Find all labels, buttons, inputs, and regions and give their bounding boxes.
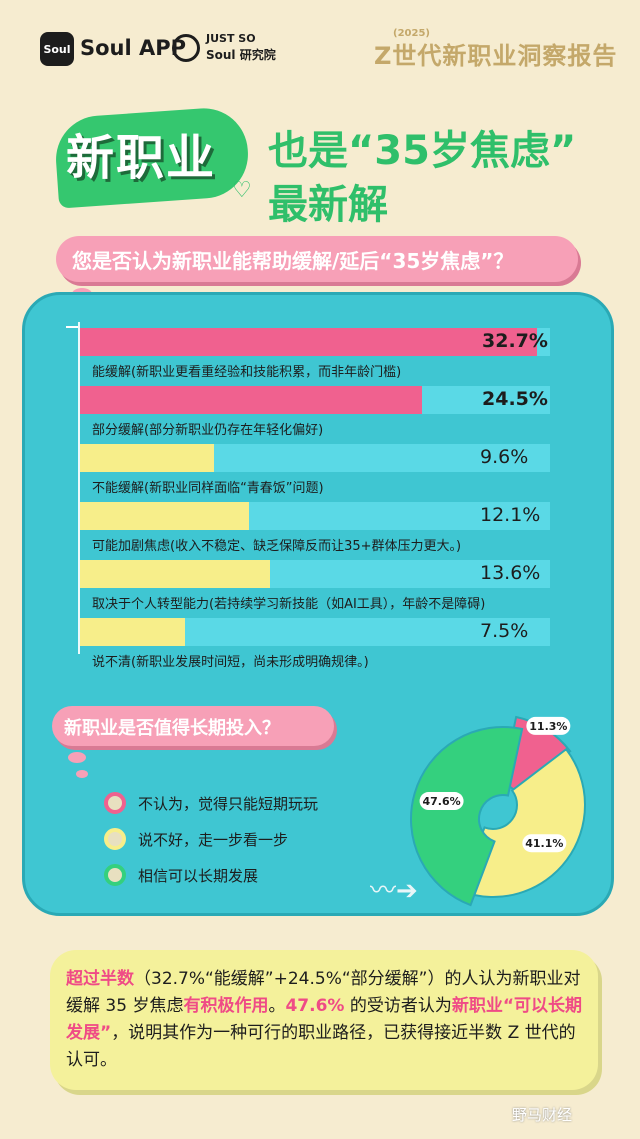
summary-part: 的受访者认为	[344, 996, 452, 1016]
report-title: Z世代新职业洞察报告	[374, 42, 618, 70]
bubble-dot	[76, 770, 88, 778]
summary-part: 。	[268, 996, 286, 1016]
headline-badge: 新职业	[66, 130, 217, 186]
report-year: (2025)	[393, 28, 430, 39]
question1-pill	[56, 236, 578, 282]
bar-category-label: 可能加剧焦虑(收入不稳定、缺乏保障反而让35+群体压力更大。)	[92, 539, 462, 554]
bar	[80, 560, 270, 588]
bar	[80, 502, 249, 530]
bar-category-label: 取决于个人转型能力(若持续学习新技能（如AI工具），年龄不是障碍)	[92, 597, 486, 612]
legend-swatch	[104, 792, 126, 814]
bar-axis	[78, 322, 80, 654]
pie-slice	[459, 747, 586, 898]
question1-text: 您是否认为新职业能帮助缓解/延后“35岁焦虑”？	[72, 249, 514, 273]
bar-axis-tick	[66, 326, 78, 328]
bar-category-label: 能缓解(新职业更看重经验和技能积累，而非年龄门槛)	[92, 365, 402, 380]
bar-value-label: 24.5%	[482, 388, 548, 410]
legend-label: 相信可以长期发展	[138, 867, 259, 885]
summary-highlight: 新职业“可以长期发展”	[66, 996, 583, 1043]
partner-line2: Soul 研究院	[206, 48, 276, 62]
watermark: 野马财经	[512, 1106, 573, 1124]
pie-value-label: 47.6%	[422, 795, 460, 808]
logo-text: Soul	[43, 42, 71, 56]
summary-highlight: 47.6%	[285, 996, 345, 1016]
partner-line1: JUST SO	[206, 32, 256, 45]
legend-label: 不认为，觉得只能短期玩玩	[138, 795, 319, 813]
justso-logo-icon	[172, 34, 200, 62]
legend-label: 说不好，走一步看一步	[138, 831, 289, 849]
bar	[80, 386, 422, 414]
question2-pill	[52, 706, 334, 746]
soul-logo: Soul	[40, 32, 74, 66]
summary-part: （32.7%“能缓解”+24.5%“部分缓解”）的人认为新职业对缓解 35 岁焦…	[66, 969, 581, 1016]
summary-text: 超过半数（32.7%“能缓解”+24.5%“部分缓解”）的人认为新职业对缓解 3…	[66, 966, 586, 1074]
headline-line2: 最新解	[268, 182, 388, 228]
bar-value-label: 13.6%	[480, 562, 541, 584]
bar	[80, 328, 537, 356]
bar-category-label: 说不清(新职业发展时间短，尚未形成明确规律。)	[92, 655, 369, 670]
bar	[80, 444, 214, 472]
bar-value-label: 12.1%	[480, 504, 541, 526]
summary-box	[50, 950, 598, 1090]
summary-part: ，说明其作为一种可行的职业路径，已获得接近半数 Z 世代的认可。	[66, 1023, 576, 1070]
pie-label-bg	[522, 834, 567, 853]
bar-value-label: 7.5%	[480, 620, 529, 642]
pie-slice	[410, 726, 524, 907]
bar-value-label: 32.7%	[482, 330, 548, 352]
pie-value-label: 11.3%	[529, 720, 567, 733]
bar	[80, 618, 185, 646]
summary-highlight: 超过半数	[66, 969, 134, 989]
question2-text: 新职业是否值得长期投入？	[64, 718, 280, 739]
pie-svg: 11.3% 41.1% 47.6%	[410, 715, 586, 907]
pie-label-bg	[526, 716, 571, 735]
brand-name: Soul APP	[80, 36, 187, 60]
heart-icon: ♡	[232, 178, 252, 203]
arrow-doodle-icon: 〰➔	[370, 876, 418, 906]
pie-value-label: 41.1%	[525, 837, 563, 850]
pie-chart: 11.3% 41.1% 47.6%	[394, 708, 600, 914]
bar-category-label: 部分缓解(部分新职业仍存在年轻化偏好)	[92, 423, 324, 438]
bubble-dot	[68, 752, 86, 763]
summary-highlight: 有积极作用	[183, 996, 269, 1016]
pie-label-bg	[419, 792, 464, 811]
legend-swatch	[104, 828, 126, 850]
bar-value-label: 9.6%	[480, 446, 529, 468]
bar-category-label: 不能缓解(新职业同样面临“青春饭”问题)	[92, 481, 324, 496]
legend-swatch	[104, 864, 126, 886]
headline-line1: 也是“35岁焦虑”	[268, 128, 577, 174]
